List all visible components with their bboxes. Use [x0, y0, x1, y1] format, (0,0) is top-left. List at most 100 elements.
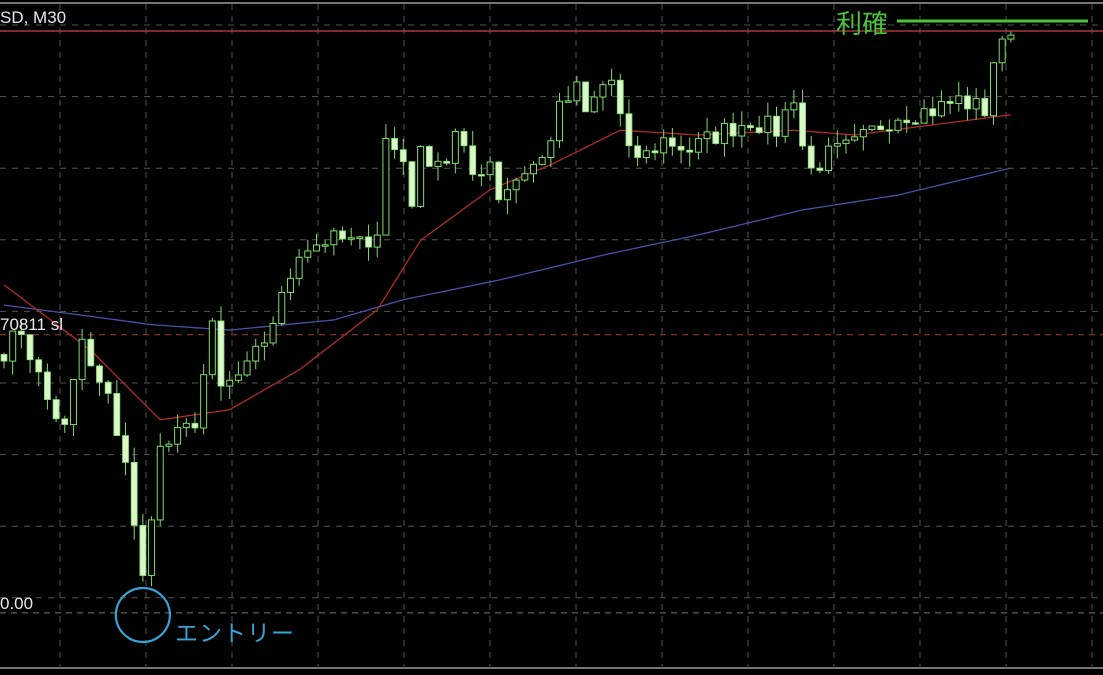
candle-bullish [321, 244, 329, 247]
candle-bearish [929, 108, 937, 117]
candle-bullish [512, 179, 520, 191]
candle-bearish [668, 137, 676, 147]
candle-bullish [955, 95, 963, 105]
candle-bullish [356, 236, 364, 239]
candle-bullish [842, 139, 850, 145]
candle-bearish [729, 122, 737, 137]
candle-bearish [443, 160, 451, 164]
candle-bearish [87, 338, 95, 367]
candle-bullish [451, 130, 459, 164]
candle-bearish [495, 161, 503, 201]
candle-bullish [556, 100, 564, 142]
candle-bearish [0, 353, 8, 362]
candle-bearish [52, 399, 60, 420]
candle-bearish [712, 131, 720, 144]
candle-bearish [17, 330, 25, 336]
candle-bullish [503, 189, 511, 201]
candle-bearish [425, 146, 433, 167]
candle-bearish [61, 418, 69, 425]
candle-bearish [122, 435, 129, 463]
candle-bullish [529, 163, 537, 175]
candle-bullish [894, 119, 902, 131]
candle-bearish [677, 145, 685, 151]
candle-bearish [912, 122, 919, 125]
candle-bullish [373, 234, 381, 248]
entry-circle [114, 586, 171, 644]
candle-bearish [686, 149, 694, 153]
candle-bullish [182, 422, 190, 429]
candle-bearish [191, 422, 199, 429]
stop-loss-label: 70811 sl [0, 315, 64, 334]
candle-bullish [78, 338, 86, 381]
candle-bullish [174, 427, 182, 445]
candle-bullish [434, 160, 442, 167]
candle-bullish [148, 519, 156, 577]
candle-bullish [312, 244, 320, 252]
candle-bullish [278, 291, 286, 325]
symbol-timeframe-label: SD, M30 [0, 8, 67, 27]
candle-bearish [773, 115, 780, 137]
candle-bearish [113, 393, 121, 436]
entry-price-label: 0.00 [0, 594, 34, 613]
candle-bullish [226, 379, 234, 387]
candle-bullish [330, 230, 338, 246]
candle-bullish [252, 345, 260, 362]
candle-bullish [208, 320, 216, 376]
candle-bearish [816, 167, 824, 171]
candle-bullish [859, 129, 867, 138]
candle-bullish [295, 256, 303, 279]
candle-bullish [564, 100, 572, 103]
candle-bearish [964, 95, 971, 110]
candle-bearish [903, 119, 911, 124]
entry-annotation: エントリー [175, 620, 295, 646]
candle-bearish [946, 101, 954, 104]
candle-bullish [547, 140, 555, 159]
candle-bullish [694, 138, 702, 153]
candle-bearish [44, 371, 51, 400]
candle-bearish [625, 113, 633, 147]
candle-bearish [616, 79, 624, 115]
candle-bearish [26, 334, 34, 361]
candle-bullish [69, 379, 77, 426]
moving-average-slow [3, 167, 1012, 331]
candle-bullish [304, 250, 312, 258]
candle-bearish [469, 145, 477, 175]
candle-bearish [877, 125, 885, 131]
candle-bullish [790, 102, 798, 111]
candle-bearish [365, 236, 372, 248]
candle-bullish [156, 445, 164, 521]
candle-bullish [165, 443, 173, 447]
candle-bullish [538, 157, 546, 165]
candle-bullish [608, 79, 616, 86]
candle-bearish [582, 81, 589, 113]
candle-bearish [35, 359, 43, 373]
candle-bullish [417, 145, 425, 207]
candle-bullish [243, 360, 251, 376]
candle-bullish [347, 237, 355, 240]
candle-bullish [382, 137, 390, 236]
candle-bullish [868, 125, 876, 131]
candle-bullish [1007, 34, 1015, 40]
candle-bullish [764, 115, 772, 134]
candle-bullish [486, 161, 494, 176]
candle-bullish [521, 173, 529, 181]
candle-bearish [747, 125, 754, 129]
candle-bearish [981, 97, 989, 117]
candle-bullish [703, 131, 711, 140]
candle-bearish [96, 365, 103, 383]
candle-bullish [234, 374, 242, 381]
candle-bullish [920, 108, 928, 124]
candle-bearish [807, 145, 815, 169]
candle-bullish [260, 342, 268, 347]
take-profit-annotation: 利確 [836, 10, 889, 40]
candle-bullish [781, 109, 789, 137]
candle-bullish [738, 125, 746, 137]
candle-bearish [755, 127, 763, 134]
candle-bullish [200, 374, 208, 429]
candle-bullish [9, 330, 17, 362]
candle-bearish [477, 174, 485, 177]
candle-bullish [642, 150, 650, 158]
candle-bearish [104, 381, 112, 394]
candle-bullish [825, 145, 833, 171]
